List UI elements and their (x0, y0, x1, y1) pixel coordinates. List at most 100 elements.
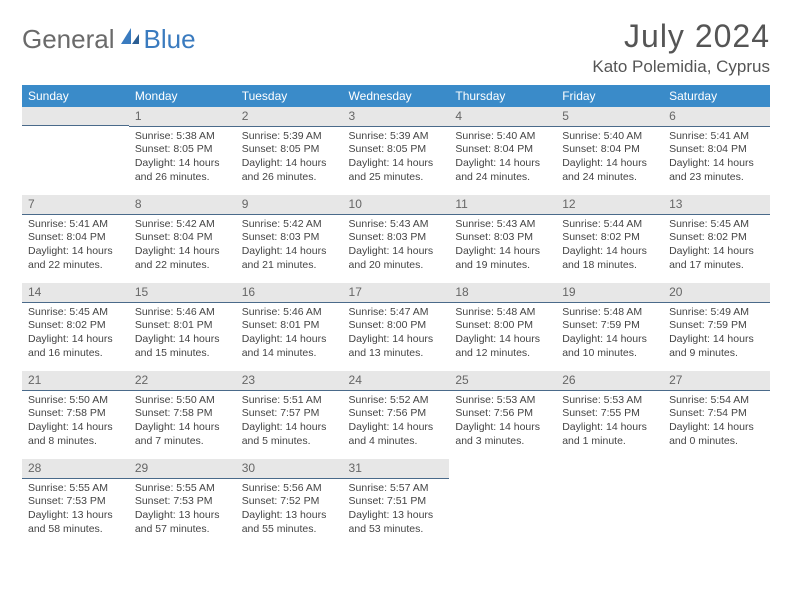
calendar-week-row: 14Sunrise: 5:45 AMSunset: 8:02 PMDayligh… (22, 283, 770, 371)
sunrise-line: Sunrise: 5:40 AM (455, 130, 550, 144)
calendar-day-cell: 31Sunrise: 5:57 AMSunset: 7:51 PMDayligh… (343, 459, 450, 547)
sunset-line: Sunset: 7:56 PM (349, 407, 444, 421)
day-number: 15 (129, 283, 236, 303)
location-text: Kato Polemidia, Cyprus (592, 57, 770, 77)
sunset-line: Sunset: 8:04 PM (135, 231, 230, 245)
sunset-line: Sunset: 8:04 PM (562, 143, 657, 157)
daylight-line: Daylight: 14 hours and 18 minutes. (562, 245, 657, 272)
day-number: 22 (129, 371, 236, 391)
sunset-line: Sunset: 8:00 PM (455, 319, 550, 333)
calendar-day-cell: 6Sunrise: 5:41 AMSunset: 8:04 PMDaylight… (663, 107, 770, 195)
calendar-day-cell: 15Sunrise: 5:46 AMSunset: 8:01 PMDayligh… (129, 283, 236, 371)
day-number: 16 (236, 283, 343, 303)
calendar-day-cell: 28Sunrise: 5:55 AMSunset: 7:53 PMDayligh… (22, 459, 129, 547)
daylight-line: Daylight: 14 hours and 24 minutes. (562, 157, 657, 184)
calendar-header-row: SundayMondayTuesdayWednesdayThursdayFrid… (22, 85, 770, 107)
sunrise-line: Sunrise: 5:40 AM (562, 130, 657, 144)
day-number: 24 (343, 371, 450, 391)
sunset-line: Sunset: 8:02 PM (562, 231, 657, 245)
calendar-day-cell: 26Sunrise: 5:53 AMSunset: 7:55 PMDayligh… (556, 371, 663, 459)
sunset-line: Sunset: 7:59 PM (669, 319, 764, 333)
calendar-week-row: 1Sunrise: 5:38 AMSunset: 8:05 PMDaylight… (22, 107, 770, 195)
calendar-day-cell: 13Sunrise: 5:45 AMSunset: 8:02 PMDayligh… (663, 195, 770, 283)
daylight-line: Daylight: 13 hours and 53 minutes. (349, 509, 444, 536)
day-details: Sunrise: 5:53 AMSunset: 7:56 PMDaylight:… (449, 391, 556, 451)
weekday-header: Friday (556, 85, 663, 107)
day-details: Sunrise: 5:49 AMSunset: 7:59 PMDaylight:… (663, 303, 770, 363)
daylight-line: Daylight: 14 hours and 7 minutes. (135, 421, 230, 448)
sunset-line: Sunset: 8:01 PM (135, 319, 230, 333)
sunrise-line: Sunrise: 5:52 AM (349, 394, 444, 408)
daylight-line: Daylight: 14 hours and 5 minutes. (242, 421, 337, 448)
day-details: Sunrise: 5:41 AMSunset: 8:04 PMDaylight:… (663, 127, 770, 187)
day-details: Sunrise: 5:42 AMSunset: 8:03 PMDaylight:… (236, 215, 343, 275)
title-block: July 2024 Kato Polemidia, Cyprus (592, 18, 770, 77)
sunrise-line: Sunrise: 5:57 AM (349, 482, 444, 496)
month-title: July 2024 (592, 18, 770, 55)
day-details: Sunrise: 5:48 AMSunset: 8:00 PMDaylight:… (449, 303, 556, 363)
daylight-line: Daylight: 14 hours and 26 minutes. (135, 157, 230, 184)
daylight-line: Daylight: 14 hours and 21 minutes. (242, 245, 337, 272)
day-details: Sunrise: 5:46 AMSunset: 8:01 PMDaylight:… (236, 303, 343, 363)
day-number: 4 (449, 107, 556, 127)
calendar-day-cell: 2Sunrise: 5:39 AMSunset: 8:05 PMDaylight… (236, 107, 343, 195)
calendar-day-cell: 14Sunrise: 5:45 AMSunset: 8:02 PMDayligh… (22, 283, 129, 371)
sunset-line: Sunset: 8:05 PM (349, 143, 444, 157)
sunset-line: Sunset: 8:03 PM (349, 231, 444, 245)
day-number: 9 (236, 195, 343, 215)
sunrise-line: Sunrise: 5:56 AM (242, 482, 337, 496)
sunset-line: Sunset: 7:58 PM (135, 407, 230, 421)
day-number: 19 (556, 283, 663, 303)
daylight-line: Daylight: 14 hours and 17 minutes. (669, 245, 764, 272)
day-number: 5 (556, 107, 663, 127)
calendar-day-cell: 10Sunrise: 5:43 AMSunset: 8:03 PMDayligh… (343, 195, 450, 283)
day-details: Sunrise: 5:40 AMSunset: 8:04 PMDaylight:… (556, 127, 663, 187)
sunset-line: Sunset: 7:56 PM (455, 407, 550, 421)
calendar-day-cell: 18Sunrise: 5:48 AMSunset: 8:00 PMDayligh… (449, 283, 556, 371)
sunrise-line: Sunrise: 5:54 AM (669, 394, 764, 408)
daylight-line: Daylight: 14 hours and 15 minutes. (135, 333, 230, 360)
calendar-day-cell: 4Sunrise: 5:40 AMSunset: 8:04 PMDaylight… (449, 107, 556, 195)
day-details: Sunrise: 5:40 AMSunset: 8:04 PMDaylight:… (449, 127, 556, 187)
sunset-line: Sunset: 8:01 PM (242, 319, 337, 333)
sunrise-line: Sunrise: 5:45 AM (669, 218, 764, 232)
daylight-line: Daylight: 14 hours and 14 minutes. (242, 333, 337, 360)
logo-text-blue: Blue (144, 24, 196, 55)
daylight-line: Daylight: 14 hours and 9 minutes. (669, 333, 764, 360)
daylight-line: Daylight: 14 hours and 20 minutes. (349, 245, 444, 272)
day-number: 10 (343, 195, 450, 215)
calendar-day-cell: 30Sunrise: 5:56 AMSunset: 7:52 PMDayligh… (236, 459, 343, 547)
sunrise-line: Sunrise: 5:41 AM (28, 218, 123, 232)
sunrise-line: Sunrise: 5:38 AM (135, 130, 230, 144)
daylight-line: Daylight: 13 hours and 55 minutes. (242, 509, 337, 536)
sunrise-line: Sunrise: 5:50 AM (135, 394, 230, 408)
day-number: 17 (343, 283, 450, 303)
day-number: 6 (663, 107, 770, 127)
sunset-line: Sunset: 8:04 PM (28, 231, 123, 245)
daylight-line: Daylight: 14 hours and 19 minutes. (455, 245, 550, 272)
sunset-line: Sunset: 7:57 PM (242, 407, 337, 421)
daylight-line: Daylight: 14 hours and 12 minutes. (455, 333, 550, 360)
sunrise-line: Sunrise: 5:43 AM (455, 218, 550, 232)
sunrise-line: Sunrise: 5:48 AM (455, 306, 550, 320)
day-details: Sunrise: 5:55 AMSunset: 7:53 PMDaylight:… (129, 479, 236, 539)
day-number: 20 (663, 283, 770, 303)
day-number: 29 (129, 459, 236, 479)
sunset-line: Sunset: 7:58 PM (28, 407, 123, 421)
sunrise-line: Sunrise: 5:51 AM (242, 394, 337, 408)
calendar-day-cell: 7Sunrise: 5:41 AMSunset: 8:04 PMDaylight… (22, 195, 129, 283)
sunrise-line: Sunrise: 5:46 AM (242, 306, 337, 320)
sunrise-line: Sunrise: 5:42 AM (242, 218, 337, 232)
day-details: Sunrise: 5:55 AMSunset: 7:53 PMDaylight:… (22, 479, 129, 539)
daylight-line: Daylight: 14 hours and 0 minutes. (669, 421, 764, 448)
day-details: Sunrise: 5:43 AMSunset: 8:03 PMDaylight:… (449, 215, 556, 275)
weekday-header: Monday (129, 85, 236, 107)
sunrise-line: Sunrise: 5:39 AM (242, 130, 337, 144)
day-number: 7 (22, 195, 129, 215)
day-details: Sunrise: 5:44 AMSunset: 8:02 PMDaylight:… (556, 215, 663, 275)
day-number: 23 (236, 371, 343, 391)
calendar-week-row: 21Sunrise: 5:50 AMSunset: 7:58 PMDayligh… (22, 371, 770, 459)
daylight-line: Daylight: 14 hours and 24 minutes. (455, 157, 550, 184)
day-details: Sunrise: 5:50 AMSunset: 7:58 PMDaylight:… (129, 391, 236, 451)
weekday-header: Sunday (22, 85, 129, 107)
